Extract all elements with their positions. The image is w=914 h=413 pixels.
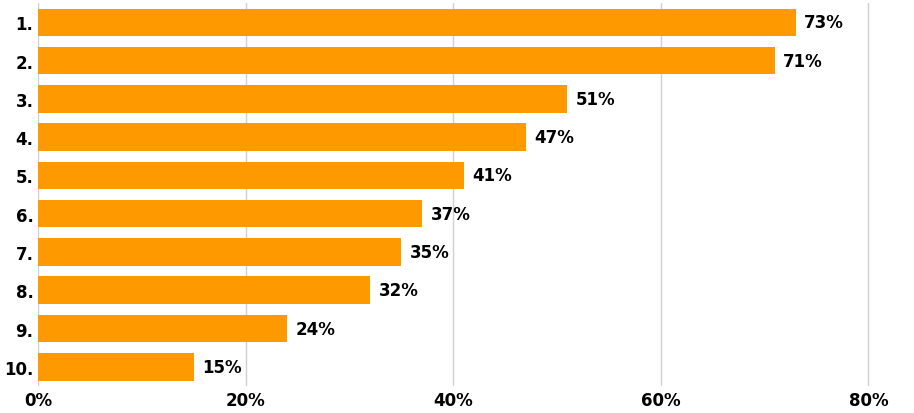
- Bar: [38, 353, 194, 381]
- Bar: [38, 86, 568, 114]
- Text: 47%: 47%: [535, 129, 574, 147]
- Bar: [38, 315, 287, 342]
- Text: 15%: 15%: [202, 358, 242, 376]
- Text: 35%: 35%: [409, 243, 450, 261]
- Text: 51%: 51%: [576, 90, 615, 109]
- Bar: [38, 200, 422, 228]
- Text: 37%: 37%: [430, 205, 471, 223]
- Text: 73%: 73%: [804, 14, 844, 32]
- Text: 32%: 32%: [378, 282, 419, 299]
- Text: 71%: 71%: [783, 52, 823, 71]
- Text: 41%: 41%: [472, 167, 512, 185]
- Bar: [38, 9, 796, 37]
- Bar: [38, 239, 401, 266]
- Bar: [38, 162, 463, 190]
- Bar: [38, 124, 526, 152]
- Bar: [38, 47, 775, 75]
- Text: 24%: 24%: [296, 320, 335, 338]
- Bar: [38, 277, 370, 304]
